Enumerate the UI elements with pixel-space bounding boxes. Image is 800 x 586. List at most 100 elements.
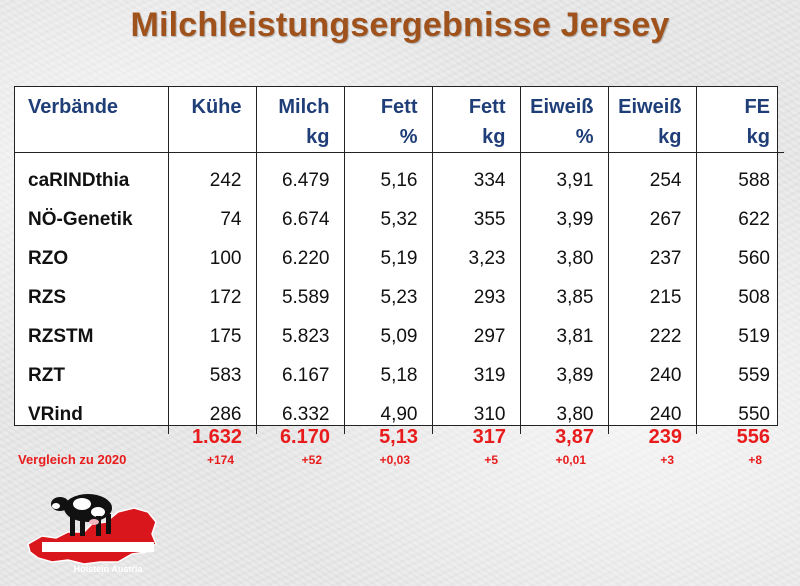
cell-milch-kg: 5.823: [255, 317, 344, 356]
cell-verband: RZS: [28, 286, 66, 308]
header-eiweiss-pct: Eiweiß%: [519, 86, 608, 153]
total-milch-kg: 6.170: [279, 426, 330, 448]
cell-eiweiss-kg: 215: [607, 278, 696, 317]
header-verbaende: Verbände: [14, 86, 168, 153]
cell-milch-kg: 5.589: [255, 278, 344, 317]
cell-fett-pct: 5,18: [343, 356, 432, 395]
header-label: Eiweiß: [618, 96, 682, 118]
cell-eiweiss-kg: 240: [607, 356, 696, 395]
header-unit: %: [399, 126, 418, 148]
holstein-austria-logo: Holstein Austria: [27, 494, 157, 574]
cell-fett-kg: 334: [431, 152, 520, 200]
diff-fe-kg: +8: [748, 453, 762, 467]
header-fe-kg: FE kg: [695, 86, 784, 153]
cell-eiweiss-pct: 3,91: [519, 152, 608, 200]
header-label: Kühe: [191, 96, 242, 118]
diff-fett-pct: +0,03: [379, 453, 410, 467]
header-row: Verbände Kühe Milch kg Fett% Fett kg Eiwei…: [14, 86, 784, 153]
header-unit: kg: [746, 126, 770, 148]
total-fett-kg: 317: [472, 426, 506, 448]
cell-fett-pct: 5,23: [343, 278, 432, 317]
header-unit: kg: [306, 126, 330, 148]
cell-eiweiss-pct: 3,80: [519, 239, 608, 278]
cell-fett-pct: 5,16: [343, 152, 432, 200]
table-row: caRINDthia 242 6.479 5,16 334 3,91 254 5…: [14, 152, 784, 200]
table-row: RZSTM 175 5.823 5,09 297 3,81 222 519: [14, 317, 784, 356]
header-label: FE: [744, 96, 770, 118]
cell-verband: VRind: [28, 403, 83, 425]
cell-eiweiss-kg: 240: [607, 395, 696, 434]
cell-fett-kg: 293: [431, 278, 520, 317]
header-label: Fett: [468, 96, 506, 118]
diff-milch-kg: +52: [301, 453, 322, 467]
totals-row: 1.632 6.170 5,13 317 3,87 239 556: [168, 424, 778, 450]
header-unit: kg: [482, 126, 506, 148]
cell-eiweiss-kg: 222: [607, 317, 696, 356]
cell-eiweiss-pct: 3,85: [519, 278, 608, 317]
cell-fe-kg: 508: [695, 278, 784, 317]
cell-fe-kg: 519: [695, 317, 784, 356]
header-label: Eiweiß: [530, 96, 594, 118]
header-eiweiss-kg: Eiweiß kg: [607, 86, 696, 153]
cell-verband: caRINDthia: [28, 169, 130, 191]
diff-eiweiss-pct: +0,01: [555, 453, 586, 467]
cell-kuehe: 286: [167, 395, 256, 434]
cell-kuehe: 175: [167, 317, 256, 356]
cell-eiweiss-kg: 254: [607, 152, 696, 200]
cell-fe-kg: 588: [695, 152, 784, 200]
cell-fe-kg: 560: [695, 239, 784, 278]
cow-icon: [51, 494, 112, 536]
table-row: NÖ-Genetik 74 6.674 5,32 355 3,99 267 62…: [14, 200, 784, 239]
total-fe-kg: 556: [736, 426, 770, 448]
header-kuehe: Kühe: [167, 86, 256, 153]
header-fett-pct: Fett%: [343, 86, 432, 153]
cell-kuehe: 242: [167, 152, 256, 200]
diff-kuehe: +174: [206, 453, 234, 467]
cell-fett-pct: 5,19: [343, 239, 432, 278]
cell-fett-kg: 3,23: [431, 239, 520, 278]
cell-eiweiss-pct: 3,80: [519, 395, 608, 434]
cell-fett-pct: 5,09: [343, 317, 432, 356]
header-unit: kg: [658, 126, 682, 148]
cell-eiweiss-kg: 267: [607, 200, 696, 239]
cell-fett-kg: 297: [431, 317, 520, 356]
diff-eiweiss-kg: +3: [660, 453, 674, 467]
total-eiweiss-kg: 239: [648, 426, 682, 448]
table-row: RZT 583 6.167 5,18 319 3,89 240 559: [14, 356, 784, 395]
cell-eiweiss-pct: 3,81: [519, 317, 608, 356]
header-label: Verbände: [28, 96, 119, 118]
cell-milch-kg: 6.220: [255, 239, 344, 278]
results-table: Verbände Kühe Milch kg Fett% Fett kg Eiwei…: [14, 86, 784, 434]
header-milch-kg: Milch kg: [255, 86, 344, 153]
cell-milch-kg: 6.479: [255, 152, 344, 200]
page-title: Milchleistungsergebnisse Jersey: [130, 6, 670, 44]
comparison-label: Vergleich zu 2020: [18, 452, 127, 467]
cell-eiweiss-pct: 3,99: [519, 200, 608, 239]
logo-text: Holstein Austria: [74, 564, 144, 574]
cell-verband: RZO: [28, 247, 69, 269]
cell-milch-kg: 6.167: [255, 356, 344, 395]
diff-fett-kg: +5: [484, 453, 498, 467]
total-kuehe: 1.632: [191, 426, 242, 448]
table-row: VRind 286 6.332 4,90 310 3,80 240 550: [14, 395, 784, 434]
cell-fett-kg: 319: [431, 356, 520, 395]
cell-kuehe: 172: [167, 278, 256, 317]
cell-fett-kg: 355: [431, 200, 520, 239]
cell-kuehe: 74: [167, 200, 256, 239]
header-label: Milch: [278, 96, 330, 118]
total-fett-pct: 5,13: [379, 426, 418, 448]
cell-fett-pct: 4,90: [343, 395, 432, 434]
flag-band: [42, 542, 154, 552]
total-eiweiss-pct: 3,87: [555, 426, 594, 448]
cell-kuehe: 100: [167, 239, 256, 278]
header-unit: %: [575, 126, 594, 148]
cell-verband: NÖ-Genetik: [28, 208, 133, 230]
cell-fett-kg: 310: [431, 395, 520, 434]
cell-milch-kg: 6.332: [255, 395, 344, 434]
table-row: RZO 100 6.220 5,19 3,23 3,80 237 560: [14, 239, 784, 278]
table-row: RZS 172 5.589 5,23 293 3,85 215 508: [14, 278, 784, 317]
cell-eiweiss-kg: 237: [607, 239, 696, 278]
cell-fe-kg: 559: [695, 356, 784, 395]
cell-eiweiss-pct: 3,89: [519, 356, 608, 395]
cell-fett-pct: 5,32: [343, 200, 432, 239]
